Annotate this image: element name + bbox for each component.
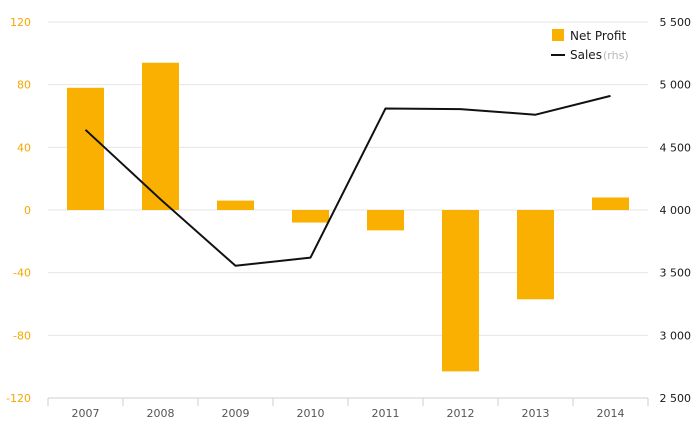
- net-profit-bars: [67, 62, 629, 372]
- legend-label-sales: Sales: [570, 48, 602, 62]
- y-left-tick-label: 0: [24, 204, 31, 217]
- bar-net-profit: [67, 87, 104, 210]
- y-left-tick-label: -120: [6, 392, 31, 405]
- y-left-tick-label: -40: [13, 267, 31, 280]
- y-right-tick-label: 5 000: [660, 79, 692, 92]
- legend: Net Profit Sales (rhs): [551, 29, 629, 62]
- x-tick-label: 2012: [447, 407, 475, 420]
- x-tick-label: 2014: [597, 407, 625, 420]
- y-left-tick-label: 40: [17, 141, 31, 154]
- y-right-tick-label: 3 000: [660, 329, 692, 342]
- y-right-tick-label: 2 500: [660, 392, 692, 405]
- legend-label-net-profit: Net Profit: [570, 29, 626, 43]
- legend-swatch-net-profit: [552, 29, 564, 41]
- x-tick-label: 2007: [72, 407, 100, 420]
- bar-net-profit: [442, 210, 479, 372]
- gridlines: [48, 21, 648, 399]
- y-left-tick-label: -80: [13, 329, 31, 342]
- x-tick-label: 2011: [372, 407, 400, 420]
- bar-net-profit: [517, 210, 554, 300]
- x-tick-label: 2008: [147, 407, 175, 420]
- bar-net-profit: [367, 210, 404, 231]
- x-tick-label: 2013: [522, 407, 550, 420]
- axes: 2007 2008 2009 2010 2011 2012 2013 2014 -120 -80 -…: [6, 16, 691, 420]
- bar-net-profit: [592, 197, 629, 210]
- bar-net-profit: [292, 210, 329, 223]
- x-tick-label: 2009: [222, 407, 250, 420]
- bar-net-profit: [142, 62, 179, 210]
- y-left-tick-label: 120: [10, 16, 31, 29]
- bar-net-profit: [217, 200, 254, 210]
- y-right-tick-label: 3 500: [660, 267, 692, 280]
- x-tick-label: 2010: [297, 407, 325, 420]
- y-left-tick-label: 80: [17, 79, 31, 92]
- y-right-tick-label: 4 000: [660, 204, 692, 217]
- sales-line: [84, 94, 611, 267]
- sales-line-series: [84, 94, 611, 267]
- y-right-tick-label: 4 500: [660, 141, 692, 154]
- y-right-tick-label: 5 500: [660, 16, 692, 29]
- legend-note-sales: (rhs): [603, 49, 629, 62]
